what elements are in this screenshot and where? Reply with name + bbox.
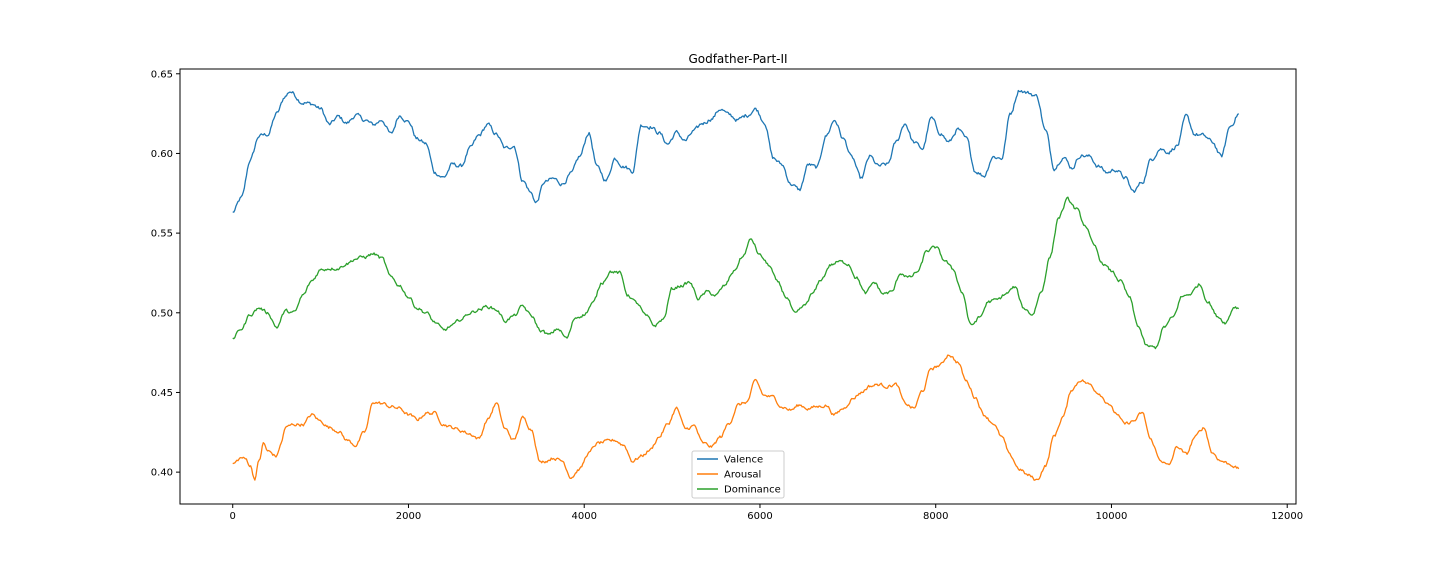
axes-frame <box>179 68 1297 505</box>
chart-title: Godfather-Part-II <box>688 52 787 66</box>
x-tick-label: 2000 <box>396 511 421 522</box>
series-layer <box>232 89 1240 481</box>
y-tick-label: 0.40 <box>151 468 173 479</box>
x-tick-label: 8000 <box>923 511 948 522</box>
x-tick-label: 10000 <box>1096 511 1128 522</box>
legend-label-dominance: Dominance <box>724 485 781 496</box>
series-line-arousal <box>232 354 1240 481</box>
y-tick-label: 0.50 <box>151 308 173 319</box>
x-tick-label: 4000 <box>571 511 596 522</box>
legend-box <box>691 450 785 499</box>
x-tick-label: 12000 <box>1271 511 1303 522</box>
x-axis: 0 2000 4000 6000 8000 10000 12000 <box>230 504 1303 522</box>
y-tick-label: 0.55 <box>151 229 173 240</box>
y-tick-label: 0.60 <box>151 149 173 160</box>
y-tick-label: 0.65 <box>151 69 173 80</box>
legend-label-arousal: Arousal <box>724 470 761 481</box>
y-axis: 0.40 0.45 0.50 0.55 0.60 0.65 <box>151 69 180 479</box>
series-line-valence <box>232 89 1240 213</box>
x-tick-label: 6000 <box>747 511 772 522</box>
legend-label-valence: Valence <box>724 455 763 466</box>
legend: Valence Arousal Dominance <box>691 450 785 499</box>
series-line-dominance <box>232 196 1240 350</box>
y-tick-label: 0.45 <box>151 388 173 399</box>
x-tick-label: 0 <box>230 511 236 522</box>
